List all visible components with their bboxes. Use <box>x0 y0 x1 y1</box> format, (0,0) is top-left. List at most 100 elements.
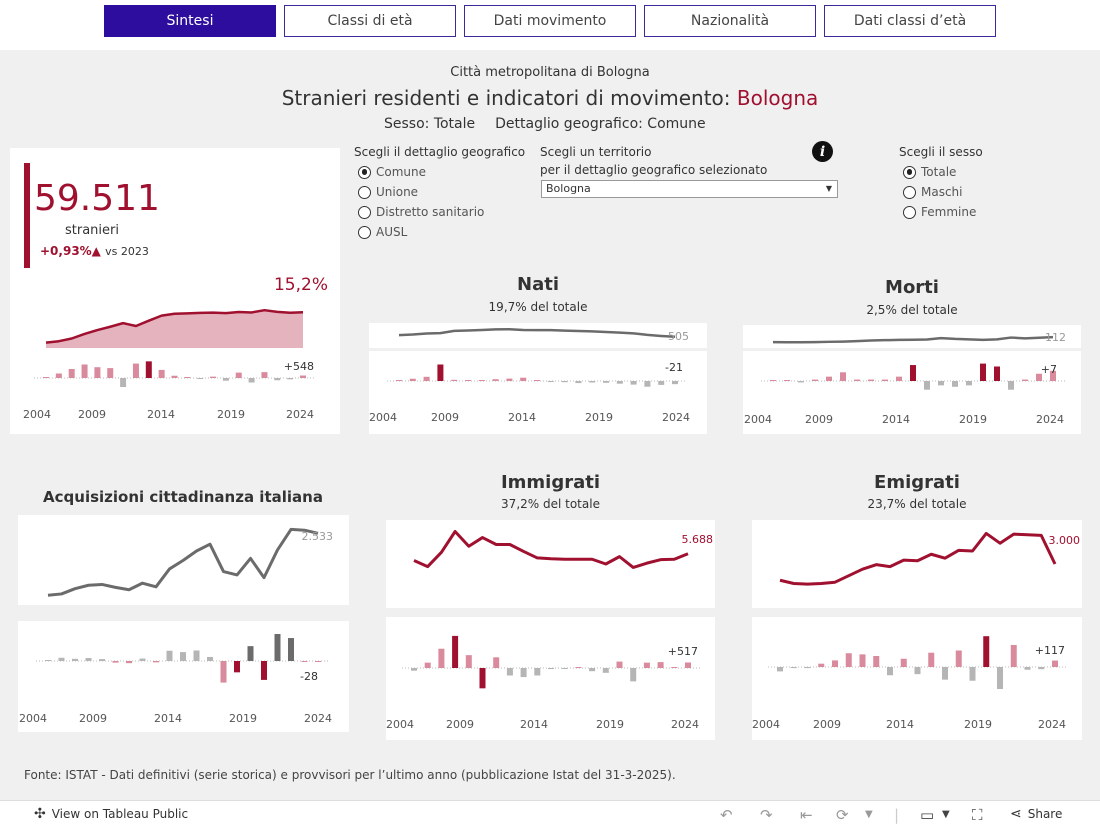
x-tick-label: 2009 <box>78 408 106 421</box>
series-line <box>772 335 1054 344</box>
variation-bar <box>826 376 832 381</box>
radio-icon <box>903 185 916 199</box>
variation-bar <box>193 650 200 661</box>
variation-bar <box>55 373 62 378</box>
redo-icon[interactable]: ↷ <box>760 806 773 824</box>
variation-bar <box>197 378 204 379</box>
variation-bar <box>479 668 486 689</box>
geo-option-distretto[interactable]: Distretto sanitario <box>358 205 484 219</box>
variation-bar <box>107 368 114 378</box>
geo-option-comune[interactable]: Comune <box>358 165 426 179</box>
territory-select-value: Bologna <box>546 182 591 195</box>
x-tick-label: 2024 <box>671 718 699 731</box>
tableau-logo-icon: ✣ <box>34 806 46 822</box>
kpi-value: 59.511 <box>34 178 160 219</box>
variation-bar <box>616 661 623 668</box>
variation-bar <box>1010 645 1017 667</box>
sex-option-totale[interactable]: Totale <box>903 165 956 179</box>
kpi-accent-bar <box>24 163 30 268</box>
tab-nazionalita[interactable]: Nazionalità <box>644 5 816 37</box>
revert-icon[interactable]: ⇤ <box>800 806 813 824</box>
variation-bar <box>300 375 306 378</box>
region-title: Città metropolitana di Bologna <box>450 65 650 80</box>
share-button[interactable]: ⋖ Share <box>1010 806 1062 822</box>
variation-bar <box>287 378 294 380</box>
variation-bar <box>132 363 139 378</box>
variation-bar <box>657 662 664 668</box>
share-label: Share <box>1027 807 1063 821</box>
stranieri-area-chart: 15,2% <box>45 275 328 348</box>
variation-bar <box>465 655 472 668</box>
radio-icon <box>903 205 916 219</box>
last-value-label: 15,2% <box>274 275 328 295</box>
nati-subtitle: 19,7% del totale <box>488 300 588 314</box>
kpi-change: +0,93%▲ vs 2023 <box>40 244 149 258</box>
variation-bar <box>994 366 1000 381</box>
variation-bar <box>896 376 902 381</box>
tab-classi-di-eta[interactable]: Classi di età <box>284 5 456 37</box>
acquisizioni-line-chart: 2.533 <box>47 527 334 597</box>
sex-option-maschi[interactable]: Maschi <box>903 185 963 199</box>
chevron-down-icon[interactable]: ▼ <box>942 809 950 820</box>
variation-bar <box>790 667 797 669</box>
morti-subtitle: 2,5% del totale <box>866 303 958 317</box>
variation-bar <box>798 381 804 383</box>
variation-bar <box>1050 370 1056 381</box>
variation-bar <box>1036 373 1042 381</box>
variation-bar <box>506 378 513 381</box>
info-icon[interactable]: i <box>812 141 833 162</box>
geo-option-unione[interactable]: Unione <box>358 185 418 199</box>
variation-bar <box>210 376 217 378</box>
variation-bar <box>575 381 582 384</box>
x-tick-label: 2019 <box>959 413 987 426</box>
x-tick-label: 2009 <box>431 411 459 424</box>
sex-option-femmine[interactable]: Femmine <box>903 205 976 219</box>
sex-option-label: Totale <box>921 165 957 179</box>
x-tick-label: 2004 <box>386 718 414 731</box>
variation-bar <box>868 379 874 381</box>
refresh-icon[interactable]: ⟳ <box>836 806 849 824</box>
area-fill <box>46 310 303 348</box>
immigrati-bar-card <box>386 617 715 740</box>
view-on-tableau-link[interactable]: ✣ View on Tableau Public <box>34 806 188 822</box>
variation-bar <box>561 381 568 383</box>
x-tick-label: 2014 <box>886 718 914 731</box>
tab-dati-movimento[interactable]: Dati movimento <box>464 5 636 37</box>
variation-bar <box>784 380 790 381</box>
chevron-down-icon[interactable]: ▼ <box>865 809 873 820</box>
nati-bar-card <box>369 351 707 434</box>
last-value-label: 2.533 <box>302 530 334 543</box>
variation-bar <box>145 361 152 378</box>
variation-bar <box>840 372 846 381</box>
fullscreen-icon[interactable]: ⛶ <box>972 806 983 824</box>
x-tick-label: 2024 <box>662 411 690 424</box>
undo-icon[interactable]: ↶ <box>720 806 733 824</box>
acquisizioni-variation-chart: -28 2004 2009 2014 2019 2024 <box>19 634 332 725</box>
variation-bar <box>437 364 444 381</box>
tab-dati-classi-eta[interactable]: Dati classi d’età <box>824 5 996 37</box>
title-prefix: Stranieri residenti e indicatori di movi… <box>281 86 737 110</box>
x-tick-label: 2019 <box>596 718 624 731</box>
variation-bar <box>126 661 132 664</box>
tab-sintesi[interactable]: Sintesi <box>104 5 276 37</box>
geo-option-ausl[interactable]: AUSL <box>358 225 407 239</box>
variation-bar <box>938 381 944 386</box>
variation-bar <box>520 668 527 678</box>
variation-bar <box>438 648 445 668</box>
variation-bar <box>120 378 127 387</box>
device-layout-icon[interactable]: ▭ <box>920 806 935 824</box>
variation-bar <box>424 662 431 668</box>
tableau-toolbar: ✣ View on Tableau Public ↶ ↷ ⇤ ⟳ ▼ | ▭ ▼ … <box>0 800 1100 827</box>
variation-bar <box>288 638 294 661</box>
variation-bar <box>139 658 146 661</box>
geo-option-label: Comune <box>376 165 427 179</box>
share-icon: ⋖ <box>1010 806 1022 822</box>
variation-bar <box>184 377 191 378</box>
variation-bar <box>85 658 92 661</box>
emigrati-title: Emigrati <box>874 472 960 493</box>
variation-bar <box>658 381 665 385</box>
variation-bar <box>589 668 596 672</box>
variation-bar <box>180 652 186 661</box>
territory-select[interactable]: Bologna ▼ <box>541 180 838 198</box>
variation-bar <box>969 667 976 681</box>
